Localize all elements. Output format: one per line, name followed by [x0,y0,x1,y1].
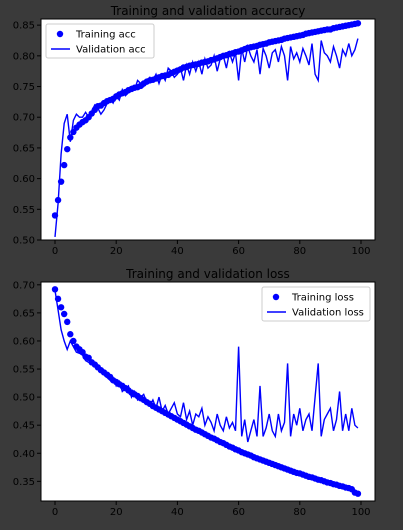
chart-0: Training and validation accuracy 0 20 40 60 8… [13,4,376,257]
x-tick-label: 40 [171,507,184,518]
y-tick-label: 0.70 [13,113,35,124]
series-point [57,304,65,311]
series-point [85,354,92,362]
x-tick-label: 20 [110,246,123,257]
y-tick-label: 0.70 [13,280,35,291]
y-tick-label: 0.45 [13,421,35,432]
x-tick-label: 0 [52,246,58,257]
chart-1: Training and validation loss 0 20 40 60 80 100… [13,267,376,518]
y-tick-label: 0.50 [13,236,35,247]
plot-data [51,286,362,497]
plot-data [51,20,362,237]
y-tick-label: 0.40 [13,449,35,460]
y-tick-label: 0.85 [13,21,35,32]
x-tick-label: 0 [52,507,58,518]
y-tick-label: 0.55 [13,365,35,376]
y-tick-label: 0.80 [13,51,35,62]
legend-label: Training loss [291,293,354,304]
y-tick-label: 0.55 [13,205,35,216]
series-point [51,286,59,293]
chart-title: Training and validation loss [125,267,290,281]
series-point [64,145,71,153]
y-tick-label: 0.60 [13,174,35,185]
x-tick-label: 40 [171,246,184,257]
series-line-1 [54,290,359,443]
legend-label: Validation acc [76,45,146,56]
legend-box [261,286,371,322]
series-point [60,310,68,318]
y-tick-label: 0.65 [13,143,35,154]
legend: Training acc Validation acc [45,23,155,59]
series-point [64,318,71,326]
y-tick-label: 0.65 [13,308,35,319]
legend-box [45,23,155,59]
x-tick-label: 80 [293,246,306,257]
series-point [354,20,362,27]
y-tick-label: 0.60 [13,336,35,347]
series-point [60,161,68,169]
series-line-1 [54,38,359,237]
x-tick-label: 60 [232,507,245,518]
y-tick-label: 0.75 [13,82,35,93]
x-tick-label: 60 [232,246,245,257]
series-point [67,331,74,338]
x-tick-label: 80 [293,507,306,518]
y-tick-label: 0.35 [13,477,35,488]
legend-marker [272,293,280,301]
x-tick-label: 20 [110,507,123,518]
chart-title: Training and validation accuracy [110,4,306,18]
legend-label: Validation loss [292,308,364,319]
legend-label: Training acc [75,30,136,41]
x-tick-label: 100 [351,507,370,518]
x-tick-label: 100 [351,246,370,257]
legend: Training loss Validation loss [261,286,371,322]
y-tick-label: 0.50 [13,393,35,404]
series-point [354,490,362,497]
legend-marker [56,30,64,38]
